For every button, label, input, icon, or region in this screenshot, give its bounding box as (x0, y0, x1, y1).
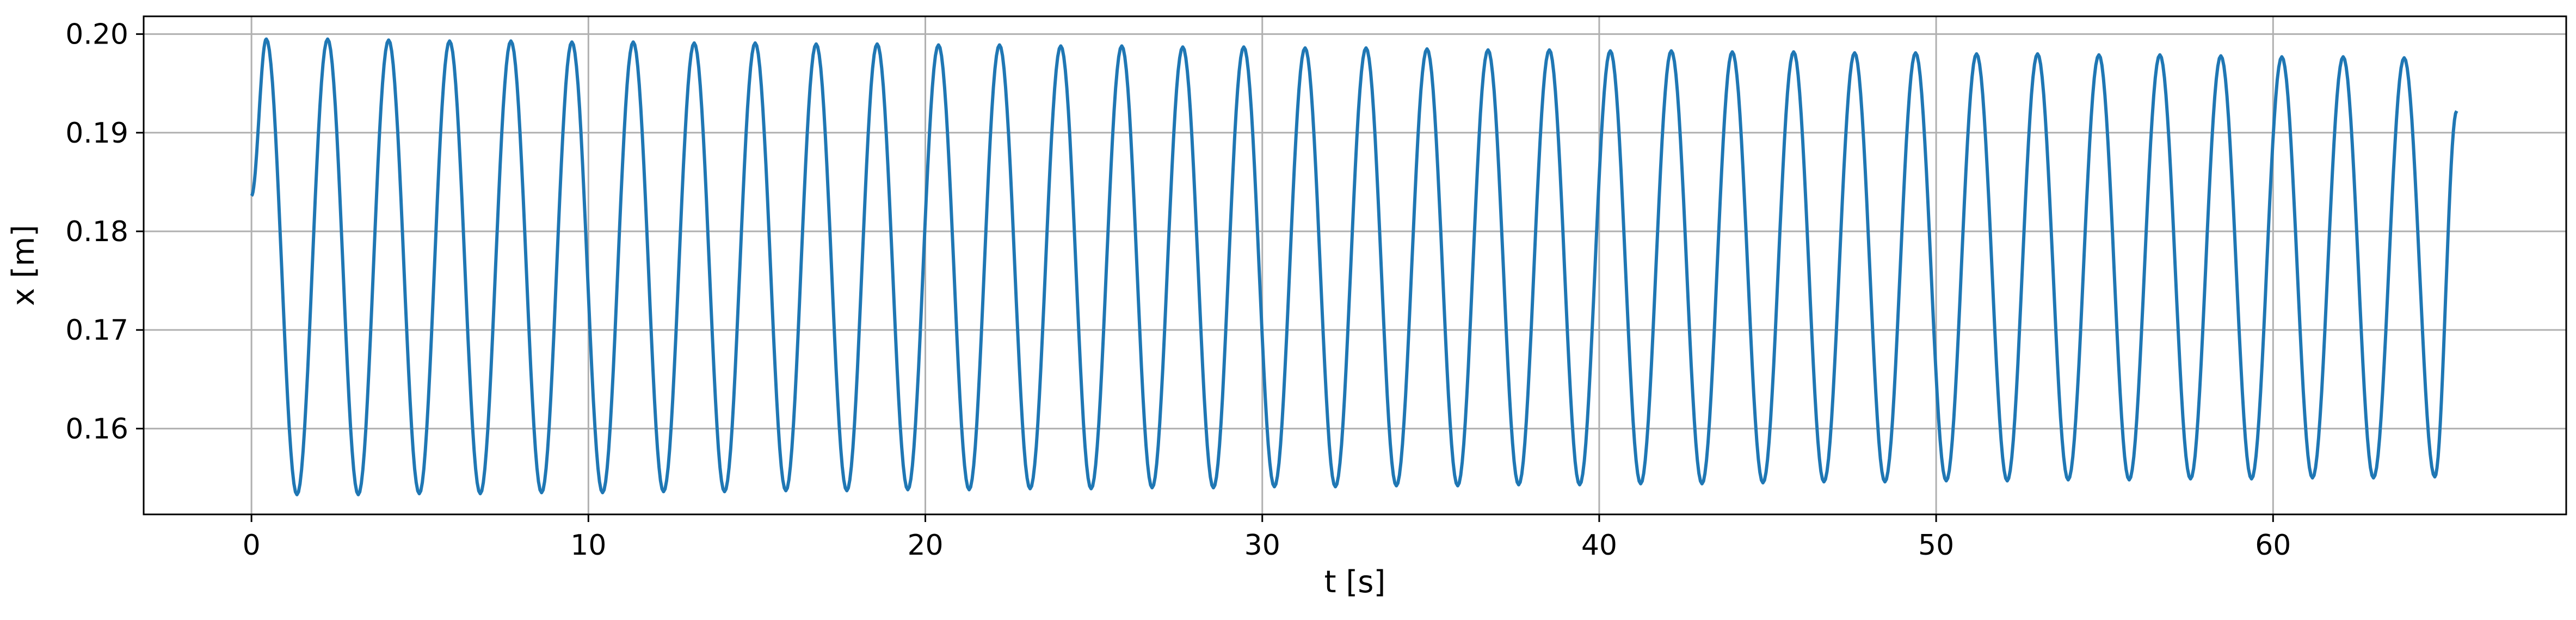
series-line (250, 37, 2458, 496)
series-layer (250, 37, 2458, 496)
x-tick-label: 50 (1918, 529, 1954, 562)
x-tick-label: 30 (1244, 529, 1280, 562)
y-tick-label: 0.18 (65, 216, 128, 248)
x-axis-label: t [s] (1324, 564, 1386, 600)
x-tick-label: 60 (2255, 529, 2291, 562)
y-tick-label: 0.19 (65, 117, 128, 150)
y-tick-label: 0.16 (65, 413, 128, 445)
y-axis-label: x [m] (6, 225, 41, 306)
y-tick-label: 0.17 (65, 314, 128, 347)
x-tick-label: 40 (1581, 529, 1617, 562)
x-tick-label: 0 (243, 529, 261, 562)
x-tick-label: 10 (570, 529, 606, 562)
x-tick-label: 20 (907, 529, 943, 562)
axis-ticks: 0 10 20 30 40 50 60 0.16 0.17 0.18 0.19 0.20 (65, 19, 2291, 562)
plot-frame (143, 15, 2567, 515)
y-tick-label: 0.20 (65, 19, 128, 51)
